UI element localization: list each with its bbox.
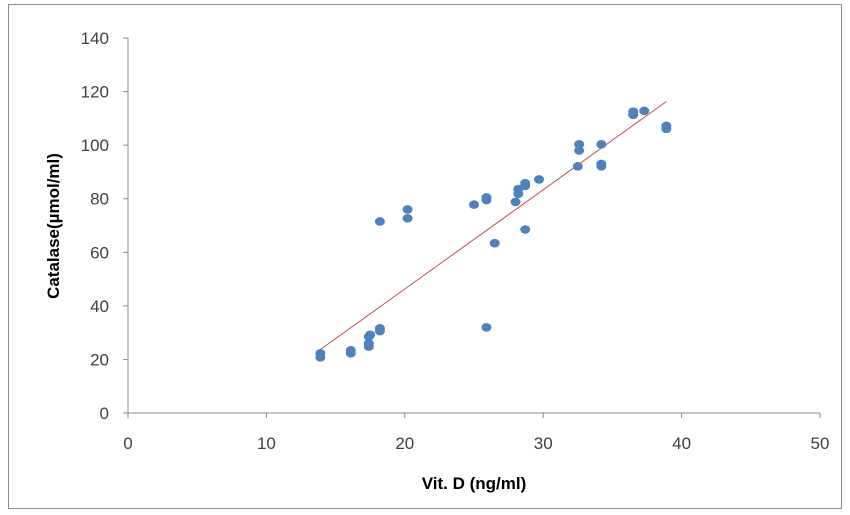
data-point (481, 322, 492, 332)
data-point (534, 175, 545, 184)
linear-trendline (320, 101, 667, 350)
data-point (489, 238, 500, 248)
data-point (572, 162, 583, 171)
data-point (574, 140, 585, 149)
x-tick-label: 40 (672, 434, 691, 453)
x-tick-label: 20 (395, 434, 414, 453)
data-point (345, 346, 356, 355)
x-axis-title: Vit. D (ng/ml) (422, 474, 527, 493)
x-tick-label: 0 (123, 434, 132, 453)
data-point (481, 193, 492, 202)
data-point (510, 197, 521, 207)
data-point (596, 140, 607, 149)
data-point (402, 205, 413, 214)
data-point (639, 106, 650, 116)
axes (123, 37, 821, 418)
data-point (374, 217, 385, 226)
y-tick-label: 60 (90, 243, 109, 262)
data-point (661, 121, 672, 131)
data-point (315, 348, 326, 358)
data-point (628, 107, 639, 116)
y-axis-title: Catalase(µmol/ml) (44, 153, 63, 299)
data-point (469, 200, 479, 209)
x-tick-label: 10 (257, 434, 276, 453)
y-tick-label: 0 (100, 404, 109, 423)
x-tick-label: 30 (534, 434, 553, 453)
y-tick-label: 140 (81, 29, 109, 48)
tick-labels: 0 20 40 60 80 100 120 140 0 10 20 30 40 50 (81, 29, 830, 453)
y-tick-label: 120 (81, 83, 109, 102)
data-point (574, 146, 585, 155)
data-point (374, 324, 385, 333)
y-tick-label: 20 (90, 350, 109, 369)
y-tick-label: 100 (81, 136, 109, 155)
trendline-layer (320, 101, 667, 350)
data-point (402, 213, 413, 223)
data-point (520, 178, 531, 188)
x-tick-label: 50 (811, 434, 830, 453)
y-tick-label: 80 (90, 190, 109, 209)
data-point (596, 159, 607, 169)
chart-area (8, 4, 842, 509)
data-point (363, 339, 374, 348)
data-point (365, 330, 376, 340)
data-point (520, 225, 531, 234)
y-tick-label: 40 (90, 297, 109, 316)
data-points (315, 106, 672, 362)
